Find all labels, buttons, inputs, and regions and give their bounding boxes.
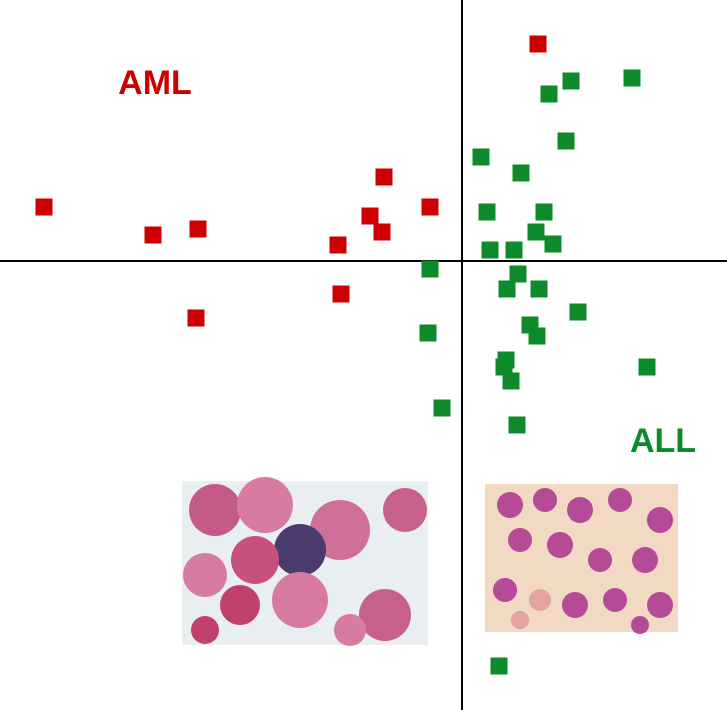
group-label: AML bbox=[118, 64, 192, 102]
point bbox=[527, 223, 545, 241]
point bbox=[361, 207, 379, 225]
point bbox=[144, 226, 162, 244]
point bbox=[421, 198, 439, 216]
point bbox=[530, 280, 548, 298]
point bbox=[557, 132, 575, 150]
point bbox=[490, 657, 508, 675]
point bbox=[529, 35, 547, 53]
point bbox=[505, 241, 523, 259]
group-label: ALL bbox=[630, 422, 696, 460]
point bbox=[495, 358, 513, 376]
point bbox=[544, 235, 562, 253]
point bbox=[481, 241, 499, 259]
point bbox=[419, 324, 437, 342]
point bbox=[332, 285, 350, 303]
point bbox=[502, 372, 520, 390]
point bbox=[35, 198, 53, 216]
point bbox=[433, 399, 451, 417]
point bbox=[509, 265, 527, 283]
point bbox=[478, 203, 496, 221]
point bbox=[329, 236, 347, 254]
point bbox=[373, 223, 391, 241]
point bbox=[569, 303, 587, 321]
point bbox=[512, 164, 530, 182]
point bbox=[562, 72, 580, 90]
point bbox=[508, 416, 526, 434]
point bbox=[535, 203, 553, 221]
point bbox=[421, 260, 439, 278]
aml-micrograph bbox=[182, 477, 428, 646]
point bbox=[498, 280, 516, 298]
point bbox=[528, 327, 546, 345]
point bbox=[189, 220, 207, 238]
point bbox=[540, 85, 558, 103]
point bbox=[623, 69, 641, 87]
point bbox=[187, 309, 205, 327]
point bbox=[375, 168, 393, 186]
all-micrograph bbox=[485, 484, 678, 634]
point bbox=[638, 358, 656, 376]
point bbox=[472, 148, 490, 166]
